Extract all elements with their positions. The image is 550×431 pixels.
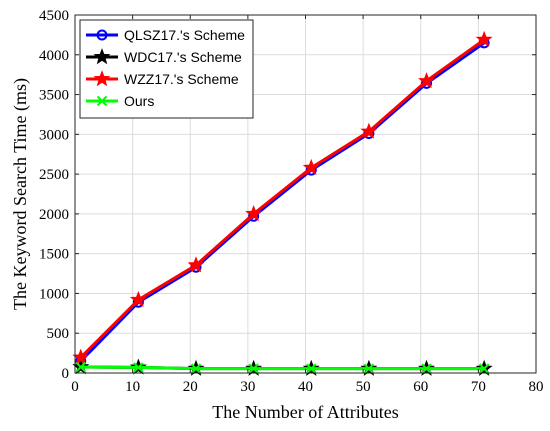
x-tick-label: 30 [240,379,255,395]
y-tick-label: 500 [47,326,70,342]
x-tick-label: 0 [71,379,79,395]
marker-stroke [478,363,490,374]
data-point [190,363,202,374]
marker-stroke [248,363,259,374]
data-point [478,363,490,374]
legend-label: WZZ17.'s Scheme [124,71,239,87]
data-point [187,256,205,273]
series-2 [72,30,493,365]
series-line [79,38,486,359]
data-point [421,363,432,374]
y-tick-label: 4500 [39,8,69,24]
data-point [475,30,493,47]
legend-item: WDC17.'s Scheme [86,48,242,65]
x-tick-label: 20 [183,379,198,395]
x-tick-label: 60 [413,379,428,395]
x-tick-label: 10 [125,379,140,395]
legend-label: Ours [124,93,154,109]
series-line [80,365,485,371]
x-tick-label: 70 [471,379,486,395]
marker-stroke [421,363,432,374]
x-tick-label: 50 [356,379,371,395]
legend-item: WZZ17.'s Scheme [86,70,239,87]
data-point [248,363,259,374]
legend-marker [96,29,108,41]
legend-label: WDC17.'s Scheme [124,49,242,65]
y-tick-label: 1500 [39,247,69,263]
legend-marker [93,48,111,65]
y-tick-label: 2500 [39,167,69,183]
y-tick-label: 1000 [39,286,69,302]
legend-item: Ours [86,93,154,109]
legend: QLSZ17.'s Scheme WDC17.'s Scheme WZZ17.'s … [79,19,254,119]
x-axis-label: The Number of Attributes [212,402,398,422]
plot-series [72,30,493,376]
marker-stroke [96,95,108,107]
legend-marker [93,70,111,87]
data-point [306,363,317,374]
series-line [79,41,486,363]
marker-stroke [306,363,317,374]
marker-stroke [190,363,202,374]
legend-marker [96,95,108,107]
marker-stroke [75,361,86,373]
legend-label: QLSZ17.'s Scheme [124,27,245,43]
legend-item: QLSZ17.'s Scheme [86,27,245,43]
y-axis-label: The Keyword Search Time (ms) [10,78,31,310]
data-point [360,122,378,139]
y-tick-label: 4000 [39,48,69,64]
data-point [363,363,375,374]
data-point [129,290,147,308]
data-point [418,72,435,89]
data-point [302,158,320,175]
y-tick-label: 2000 [39,207,69,223]
data-point [75,361,86,373]
marker-stroke [363,363,375,374]
y-tick-label: 0 [62,366,70,382]
series-3 [75,361,490,374]
marker-stroke [133,362,144,373]
data-point [133,362,144,373]
y-tick-label: 3500 [39,88,69,104]
x-tick-label: 40 [298,379,313,395]
y-tick-label: 3000 [39,127,69,143]
data-point [245,204,263,222]
axis-ticks: 0 10 20 30 40 50 60 70 80 0 500 1000 1500 2000 2500 300… [39,8,544,395]
x-tick-label: 80 [529,379,544,395]
